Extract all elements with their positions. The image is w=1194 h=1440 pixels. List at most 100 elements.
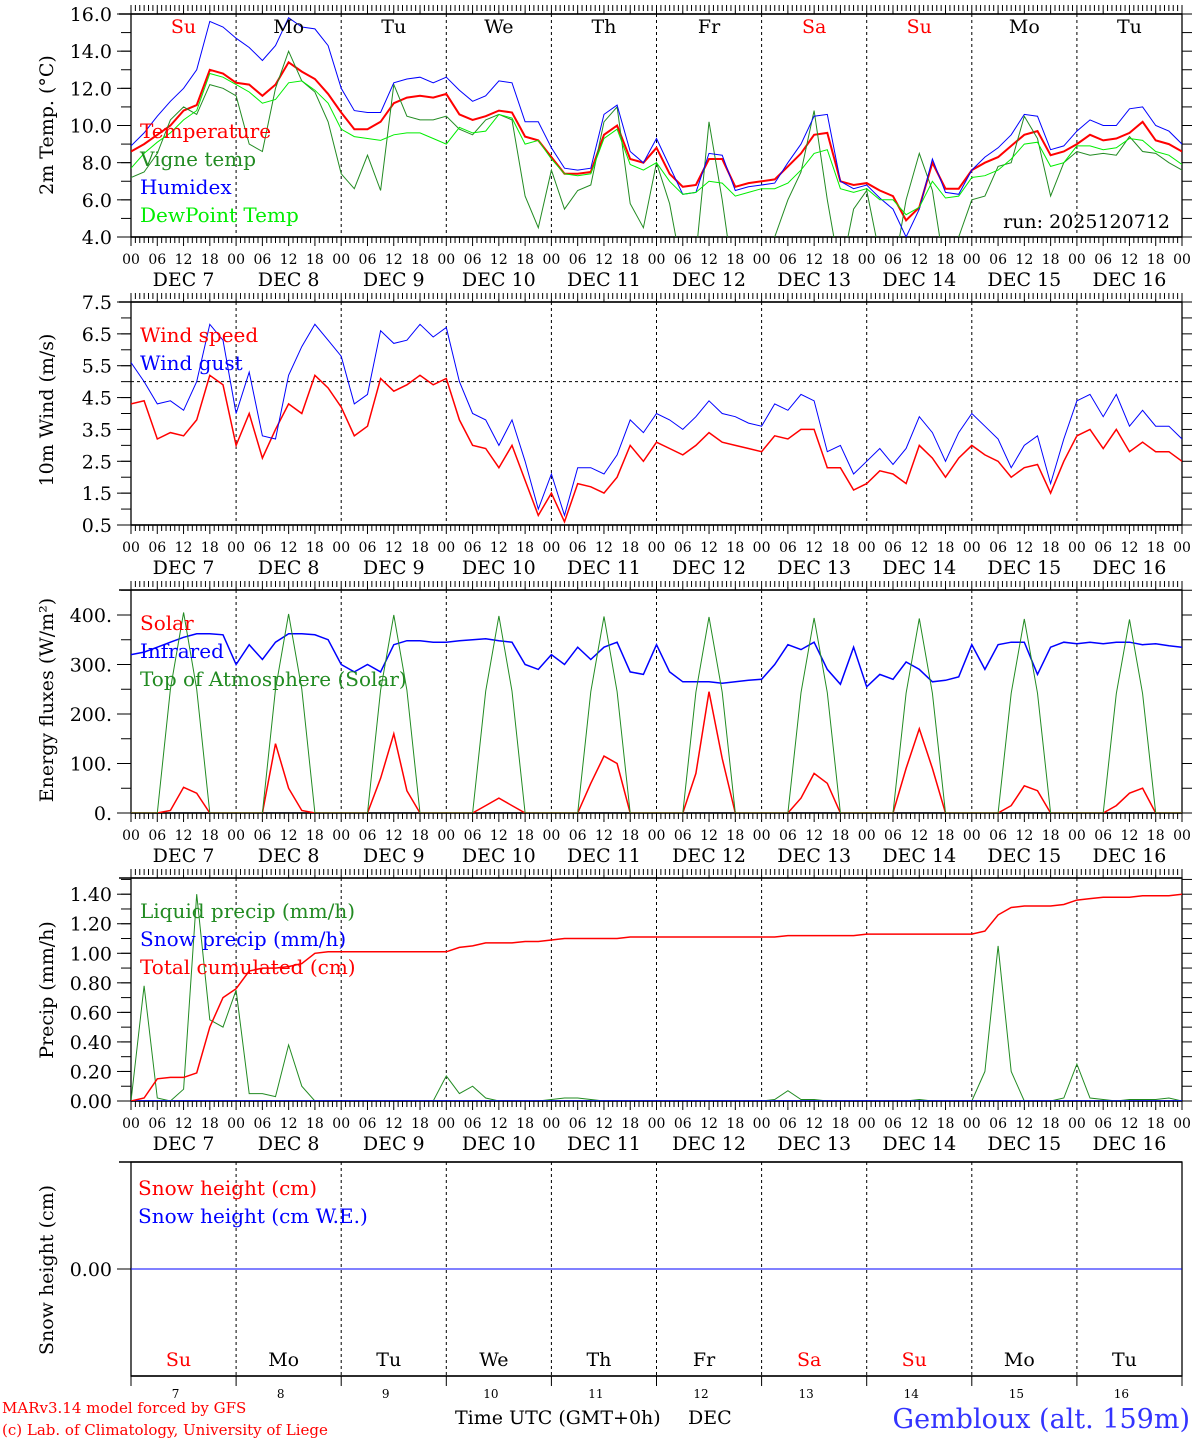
legend-entry: Infrared [140,639,224,663]
hour-label: 18 [411,252,429,268]
hour-label: 06 [569,540,587,556]
hour-label: 00 [332,828,350,844]
hour-label: 06 [989,1116,1007,1132]
day-label: DEC 12 [672,845,746,867]
hour-label: 18 [937,252,955,268]
hour-label: 00 [437,1116,455,1132]
hour-label: 00 [227,828,245,844]
hour-label: 00 [753,1116,771,1132]
hour-label: 12 [280,540,298,556]
hour-label: 06 [569,252,587,268]
hour-label: 06 [359,540,377,556]
legend-entry: Top of Atmosphere (Solar) [140,667,407,691]
hour-label: 00 [1068,540,1086,556]
hour-label: 18 [201,828,219,844]
hour-label: 12 [910,540,928,556]
hour-label: 18 [726,540,744,556]
hour-label: 18 [516,252,534,268]
hour-label: 06 [779,540,797,556]
hour-label: 06 [989,540,1007,556]
hour-label: 00 [753,252,771,268]
panel-2: 0.5 1.5 2.5 3.5 4.5 5.5 6.5 7.5 10m Wind (m/s) Wi… [36,292,1192,579]
day-number: 11 [588,1387,603,1401]
hour-label: 18 [937,828,955,844]
hour-label: 12 [805,828,823,844]
hour-label: 12 [700,828,718,844]
hour-label: 18 [621,540,639,556]
hour-label: 12 [385,540,403,556]
y-axis-title: Energy fluxes (W/m²) [36,598,58,802]
hour-label: 06 [148,540,166,556]
hour-label: 00 [1173,252,1191,268]
day-label: DEC 14 [882,557,956,579]
hour-label: 06 [148,252,166,268]
panel-5: 0.00 Snow height (cm) Snow height (cm) Snow… [36,1161,1183,1386]
y-axis-title: 2m Temp. (°C) [36,55,58,195]
day-label: DEC 11 [567,1133,641,1155]
weekday-label-top: Fr [698,16,721,38]
day-label: DEC 7 [153,1133,215,1155]
hour-label: 18 [1042,828,1060,844]
weekday-label-bottom: Tu [1112,1349,1137,1371]
weekday-label-top: We [484,16,513,38]
hour-label: 18 [1147,828,1165,844]
hour-label: 06 [779,828,797,844]
weekday-label-bottom: Tu [376,1349,401,1371]
hour-label: 00 [858,252,876,268]
day-label: DEC 12 [672,557,746,579]
day-label: DEC 11 [567,845,641,867]
day-label: DEC 16 [1093,845,1167,867]
y-tick-label: 8.0 [82,153,112,175]
day-label: DEC 8 [258,1133,320,1155]
hour-label: 18 [411,1116,429,1132]
weekday-label-bottom: Mo [268,1349,299,1371]
series-line-dewpoint-temp [131,72,1182,216]
location-label: Gembloux (alt. 159m) [893,1404,1190,1435]
hour-label: 18 [832,1116,850,1132]
y-tick-label: 0.5 [82,515,112,537]
series-group [131,612,1182,813]
hour-label: 12 [700,252,718,268]
series-line-infrared [131,633,1182,689]
day-label: DEC 14 [882,269,956,291]
hour-label: 12 [280,1116,298,1132]
hour-label: 06 [253,828,271,844]
day-label: DEC 14 [882,845,956,867]
day-label: DEC 8 [258,845,320,867]
hour-label: 00 [332,252,350,268]
day-label: DEC 7 [153,269,215,291]
hour-label: 12 [1121,828,1139,844]
hour-label: 12 [490,252,508,268]
y-tick-label: 1.00 [70,943,112,965]
hour-label: 12 [1015,1116,1033,1132]
series-line-total-cumulated-cm- [131,893,1182,1101]
weekday-label-top: Mo [273,16,304,38]
hour-label: 18 [201,540,219,556]
hour-label: 00 [1173,1116,1191,1132]
legend-entry: Wind speed [140,323,258,347]
day-label: DEC 8 [258,269,320,291]
hour-label: 06 [989,252,1007,268]
hour-label: 06 [569,828,587,844]
hour-label: 18 [621,828,639,844]
y-axis-title: 10m Wind (m/s) [36,334,58,487]
hour-label: 06 [359,1116,377,1132]
day-label: DEC 9 [363,557,425,579]
y-tick-label: 0.00 [70,1091,112,1113]
y-tick-label: 14.0 [70,41,112,63]
hour-label: 00 [858,1116,876,1132]
hour-label: 06 [359,252,377,268]
hour-label: 18 [516,828,534,844]
day-label: DEC 14 [882,1133,956,1155]
y-tick-label: 12.0 [70,78,112,100]
day-label: DEC 15 [987,845,1061,867]
legend-entry: Snow precip (mm/h) [140,927,346,951]
y-tick-label: 3.5 [82,419,112,441]
hour-label: 06 [884,540,902,556]
hour-label: 12 [1015,540,1033,556]
hour-label: 12 [385,828,403,844]
y-tick-label: 300. [70,654,112,676]
weekday-label-top: Sa [802,16,826,38]
series-line-humidex [131,16,1182,237]
hour-label: 12 [805,252,823,268]
